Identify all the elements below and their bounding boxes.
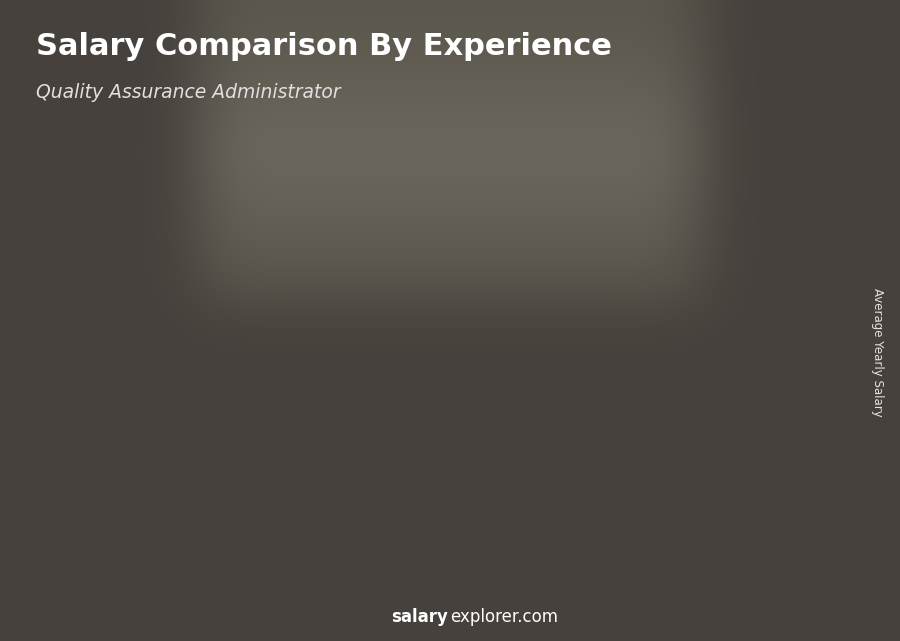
Text: 132,000 USD: 132,000 USD: [597, 248, 688, 262]
Text: 102,000 USD: 102,000 USD: [342, 320, 433, 335]
Text: +32%: +32%: [266, 246, 328, 265]
Text: Average Yearly Salary: Average Yearly Salary: [871, 288, 884, 417]
Bar: [711, 97, 819, 103]
Bar: [208, 365, 271, 367]
Text: 141,000 USD: 141,000 USD: [724, 226, 814, 240]
Text: explorer.com: explorer.com: [450, 608, 558, 626]
Text: 61,000 USD: 61,000 USD: [88, 420, 170, 434]
FancyArrowPatch shape: [124, 356, 223, 399]
FancyArrowPatch shape: [506, 222, 605, 260]
FancyArrowPatch shape: [634, 199, 732, 228]
Bar: [711, 85, 819, 91]
Bar: [711, 103, 819, 109]
Bar: [331, 304, 401, 551]
FancyArrowPatch shape: [251, 297, 350, 360]
Bar: [335, 304, 398, 306]
Bar: [711, 44, 819, 50]
Bar: [590, 232, 652, 235]
Bar: [713, 210, 783, 551]
Bar: [711, 32, 754, 67]
Bar: [711, 50, 819, 56]
FancyArrowPatch shape: [379, 254, 478, 300]
Bar: [711, 79, 819, 85]
Bar: [77, 404, 148, 551]
Text: 77,000 USD: 77,000 USD: [215, 381, 297, 395]
Bar: [463, 263, 526, 266]
Bar: [711, 91, 819, 97]
Bar: [711, 74, 819, 79]
Bar: [205, 365, 210, 551]
Text: 119,000 USD: 119,000 USD: [469, 279, 561, 294]
Bar: [587, 232, 590, 551]
Bar: [81, 404, 144, 405]
Bar: [204, 365, 274, 551]
Text: Salary Comparison By Experience: Salary Comparison By Experience: [36, 32, 612, 61]
Bar: [714, 210, 718, 551]
Bar: [711, 38, 819, 44]
Bar: [711, 32, 819, 38]
Text: +11%: +11%: [519, 173, 582, 192]
Text: salary: salary: [392, 608, 448, 626]
Bar: [711, 56, 819, 62]
Text: +6%: +6%: [653, 151, 703, 171]
Text: +18%: +18%: [392, 204, 455, 223]
Text: +26%: +26%: [138, 306, 201, 325]
Bar: [711, 67, 819, 74]
Bar: [459, 263, 464, 551]
Bar: [711, 62, 819, 67]
Text: Quality Assurance Administrator: Quality Assurance Administrator: [36, 83, 340, 103]
Bar: [586, 232, 656, 551]
Bar: [78, 404, 82, 551]
Bar: [332, 304, 337, 551]
Bar: [459, 263, 528, 551]
Bar: [716, 210, 779, 213]
